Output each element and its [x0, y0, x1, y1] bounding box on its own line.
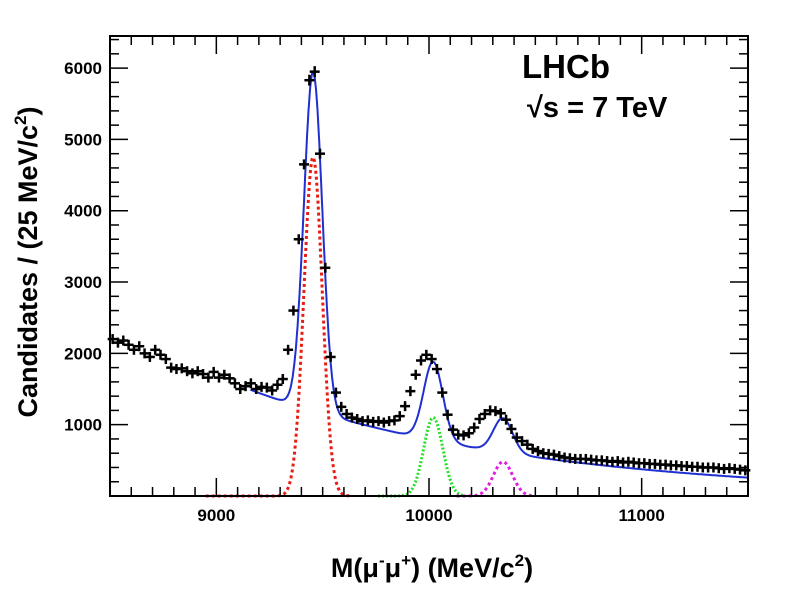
data-point [176, 363, 187, 374]
data-point [527, 443, 538, 454]
data-point [469, 422, 480, 433]
data-point [288, 305, 299, 316]
upsilon-3s-curve [456, 460, 534, 498]
data-point [474, 413, 485, 424]
data-point [405, 386, 416, 397]
data-point [293, 234, 304, 245]
data-point [346, 412, 357, 423]
data-point [304, 74, 315, 86]
data-point [458, 430, 469, 441]
data-point [283, 344, 294, 355]
data-point [416, 355, 427, 366]
data-point [330, 387, 341, 398]
data-point [410, 369, 421, 380]
data-point [144, 351, 155, 362]
y-tick-label: 1000 [64, 416, 102, 435]
data-point [277, 374, 288, 385]
data-point [261, 382, 272, 393]
data-point [426, 354, 437, 365]
data-point [155, 349, 166, 360]
data-point [139, 348, 150, 359]
axes: 9000 10000 11000 1000 2000 3000 4000 5000 6000 [64, 35, 749, 525]
data-point [389, 415, 400, 426]
energy-value: = 7 TeV [559, 92, 668, 124]
data-point [128, 344, 139, 355]
data-point [118, 335, 129, 346]
data-point [517, 436, 528, 447]
data-point [182, 366, 193, 377]
data-point [203, 372, 214, 383]
data-point [554, 451, 565, 462]
data-point [229, 378, 240, 389]
upsilon-1s-curve [205, 154, 353, 498]
data-point [400, 401, 411, 412]
total-fit-curve [249, 70, 748, 479]
y-tick-label: 2000 [64, 344, 102, 363]
energy-label: √s = 7 TeV [527, 92, 668, 124]
data-point [240, 381, 251, 392]
y-tick-label: 5000 [64, 130, 102, 149]
data-point [224, 373, 235, 384]
x-tick-label: 9000 [197, 506, 235, 525]
y-axis-title: Candidates / (25 MeV/c2) [11, 106, 43, 417]
x-tick-label: 11000 [618, 506, 664, 525]
data-point [532, 446, 543, 457]
data-point [198, 369, 209, 380]
fit-curves [205, 70, 748, 498]
data-point [134, 341, 145, 352]
data-point [166, 362, 177, 373]
data-point [442, 409, 453, 420]
data-point [299, 159, 310, 170]
data-point [320, 262, 331, 273]
data-point [501, 414, 512, 425]
y-tick-label: 6000 [64, 59, 102, 78]
sqrt-s: √s [527, 92, 559, 124]
data-point [123, 339, 134, 350]
data-points [107, 66, 751, 476]
data-point [421, 349, 432, 360]
data-point [341, 408, 352, 419]
data-point [437, 387, 448, 398]
data-point [362, 415, 373, 426]
data-point [192, 366, 203, 377]
data-point [431, 364, 442, 375]
y-tick-label: 3000 [64, 273, 102, 292]
data-point [309, 66, 320, 78]
data-point [612, 456, 623, 467]
data-point [235, 384, 246, 395]
data-point [315, 148, 326, 159]
data-point [272, 379, 283, 390]
data-point [245, 378, 256, 389]
data-point [479, 408, 490, 419]
data-point [219, 369, 230, 380]
y-tick-label: 4000 [64, 202, 102, 221]
data-point [160, 354, 171, 365]
x-tick-label: 10000 [405, 506, 452, 525]
data-point [463, 428, 474, 439]
data-point [187, 368, 198, 379]
data-point [352, 413, 363, 424]
data-point [325, 351, 336, 362]
data-point [447, 424, 458, 435]
lhcb-label: LHCb [522, 48, 610, 85]
data-point [373, 416, 384, 427]
data-point [213, 372, 224, 383]
data-point [495, 408, 506, 419]
data-point [378, 417, 389, 428]
data-point [394, 411, 405, 422]
data-point [548, 449, 559, 460]
data-point [251, 384, 262, 395]
data-point [522, 439, 533, 450]
data-point [511, 432, 522, 443]
data-point [490, 406, 501, 417]
data-point [150, 344, 161, 355]
data-point [208, 366, 219, 377]
upsilon-2s-curve [378, 416, 464, 498]
data-point [267, 385, 278, 396]
x-axis-title: M(μ-μ+) (MeV/c2) [331, 551, 533, 583]
data-point [506, 423, 517, 434]
data-point [336, 401, 347, 412]
